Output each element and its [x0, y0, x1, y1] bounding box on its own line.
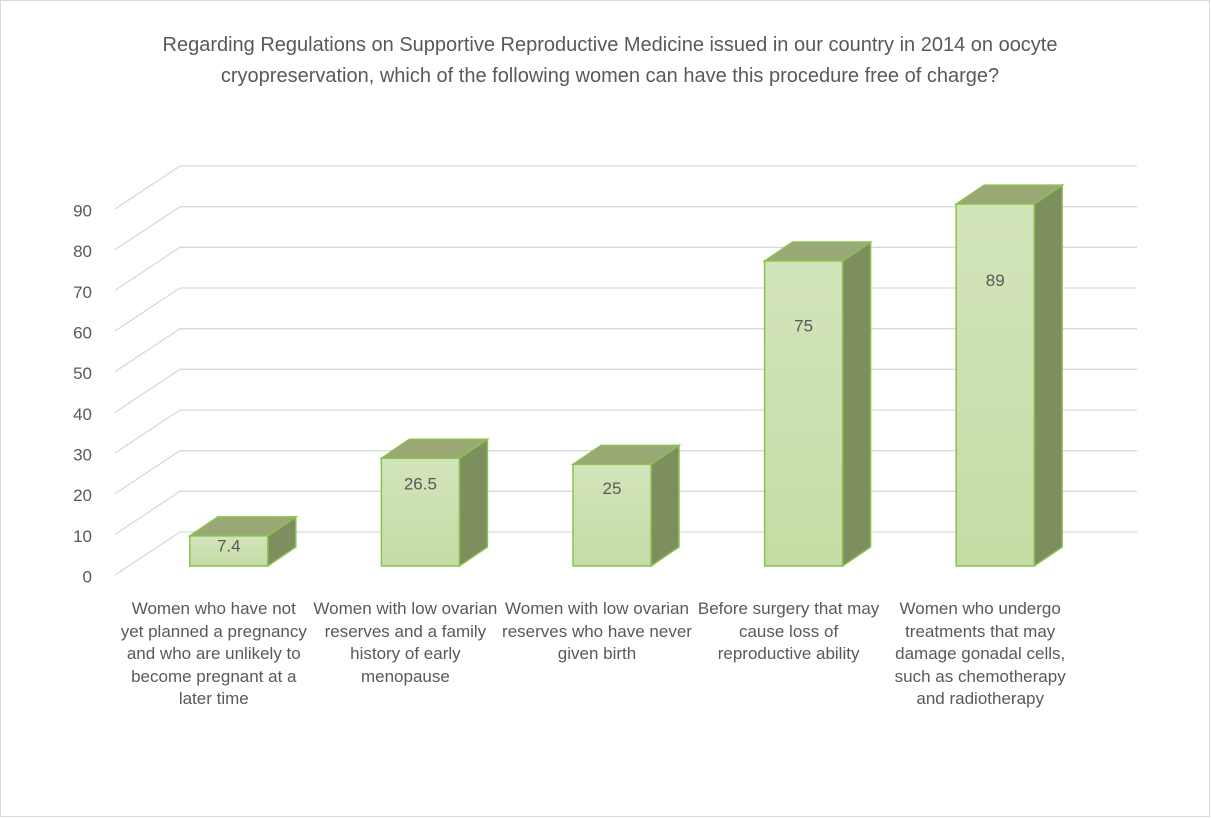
y-tick-label: 10	[73, 527, 92, 546]
x-tick-label: Women with low ovarian reserves and a fa…	[313, 599, 498, 686]
data-label: 75	[794, 316, 813, 335]
bar	[762, 240, 874, 568]
y-tick-label: 40	[73, 405, 92, 424]
bar-front	[380, 457, 461, 567]
x-tick-label: Before surgery that may cause loss of re…	[697, 599, 880, 663]
bar	[953, 183, 1065, 568]
y-tick-label: 80	[73, 242, 92, 261]
bar	[187, 515, 299, 568]
grid-line	[114, 206, 1137, 251]
y-tick-label: 20	[73, 486, 92, 505]
bar-side	[650, 443, 680, 568]
y-tick-label: 30	[73, 445, 92, 464]
data-label: 26.5	[404, 474, 437, 493]
bar-side	[1033, 183, 1063, 568]
bar-side	[458, 437, 489, 568]
bar-front	[572, 463, 652, 567]
grid-line	[114, 165, 1137, 210]
data-label: 7.4	[217, 536, 241, 555]
y-tick-label: 60	[73, 323, 92, 342]
y-tick-label: 70	[73, 283, 92, 302]
x-tick-label: Women who undergo treatments that may da…	[894, 599, 1066, 708]
y-tick-label: 90	[73, 201, 92, 220]
bar-front	[763, 260, 844, 567]
bar	[570, 443, 682, 568]
y-tick-label: 50	[73, 364, 92, 383]
bar-side	[841, 240, 872, 568]
x-tick-label: Women who have not yet planned a pregnan…	[120, 599, 307, 708]
bar-front	[955, 203, 1035, 567]
bar-front	[189, 535, 269, 567]
data-label: 89	[986, 271, 1005, 290]
x-tick-label: Women with low ovarian reserves who have…	[502, 599, 692, 663]
bar	[378, 437, 490, 568]
data-label: 25	[603, 479, 622, 498]
chart-title: Regarding Regulations on Supportive Repr…	[162, 34, 1058, 87]
y-tick-label: 0	[83, 567, 92, 586]
